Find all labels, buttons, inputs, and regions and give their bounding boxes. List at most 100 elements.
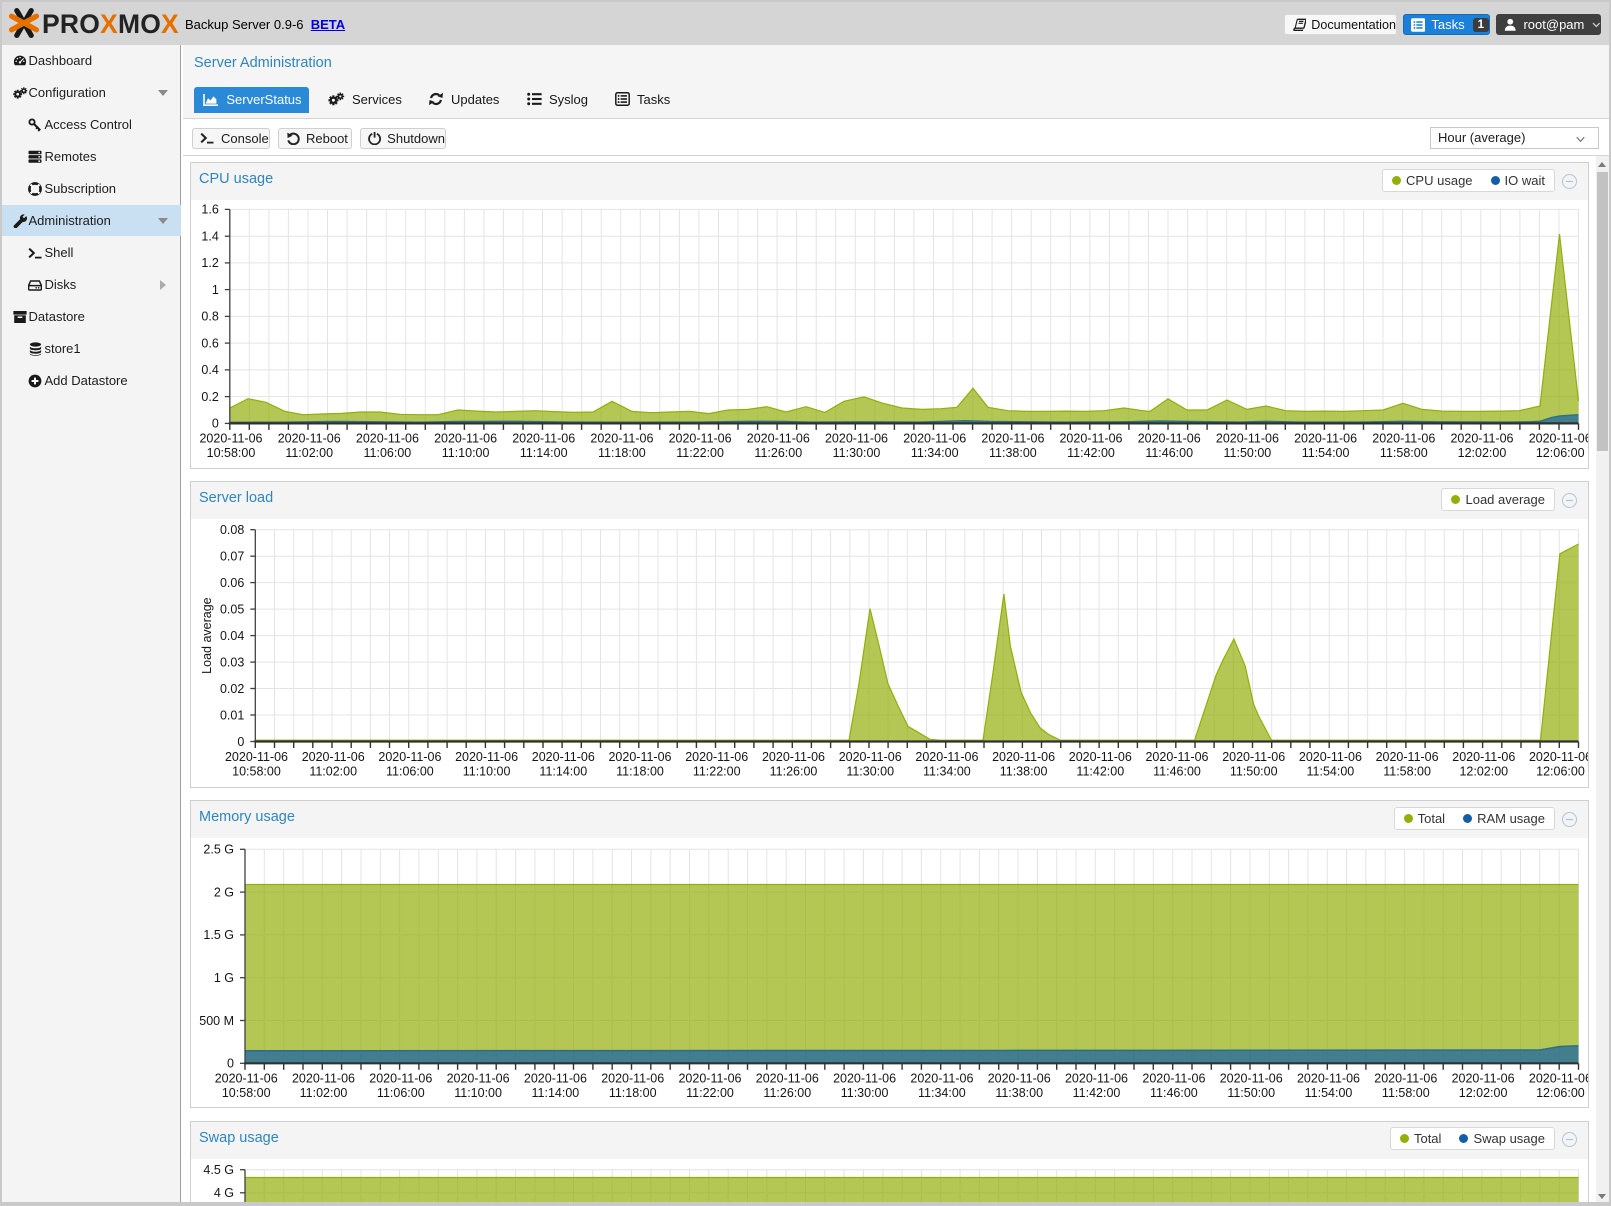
svg-text:11:02:00: 11:02:00 bbox=[300, 1086, 348, 1100]
svg-text:0.04: 0.04 bbox=[220, 629, 244, 643]
svg-text:11:18:00: 11:18:00 bbox=[616, 764, 664, 778]
svg-text:2020-11-06: 2020-11-06 bbox=[455, 750, 518, 764]
svg-text:11:46:00: 11:46:00 bbox=[1153, 764, 1201, 778]
svg-text:10:58:00: 10:58:00 bbox=[207, 446, 256, 460]
svg-text:11:54:00: 11:54:00 bbox=[1307, 764, 1355, 778]
svg-text:11:58:00: 11:58:00 bbox=[1382, 1086, 1430, 1100]
svg-text:10:58:00: 10:58:00 bbox=[232, 764, 281, 778]
svg-text:2020-11-06: 2020-11-06 bbox=[302, 750, 365, 764]
svg-text:11:30:00: 11:30:00 bbox=[846, 764, 894, 778]
svg-text:11:26:00: 11:26:00 bbox=[754, 446, 802, 460]
svg-text:2020-11-06: 2020-11-06 bbox=[532, 750, 595, 764]
svg-text:2020-11-06: 2020-11-06 bbox=[1138, 432, 1201, 446]
svg-text:12:06:00: 12:06:00 bbox=[1536, 1086, 1585, 1100]
svg-text:2020-11-06: 2020-11-06 bbox=[1216, 432, 1279, 446]
svg-text:2.5 G: 2.5 G bbox=[203, 843, 234, 857]
svg-text:2020-11-06: 2020-11-06 bbox=[833, 1072, 896, 1086]
svg-text:4 G: 4 G bbox=[214, 1186, 234, 1200]
svg-text:2020-11-06: 2020-11-06 bbox=[1529, 432, 1588, 446]
svg-text:2020-11-06: 2020-11-06 bbox=[903, 432, 966, 446]
svg-text:2020-11-06: 2020-11-06 bbox=[915, 750, 978, 764]
svg-text:11:34:00: 11:34:00 bbox=[911, 446, 959, 460]
svg-text:2020-11-06: 2020-11-06 bbox=[1372, 432, 1435, 446]
svg-text:2020-11-06: 2020-11-06 bbox=[1142, 1072, 1205, 1086]
svg-text:11:02:00: 11:02:00 bbox=[285, 446, 333, 460]
svg-text:11:46:00: 11:46:00 bbox=[1145, 446, 1193, 460]
svg-text:12:06:00: 12:06:00 bbox=[1536, 764, 1585, 778]
svg-text:11:14:00: 11:14:00 bbox=[532, 1086, 580, 1100]
svg-text:2020-11-06: 2020-11-06 bbox=[292, 1072, 355, 1086]
svg-text:4.5 G: 4.5 G bbox=[203, 1163, 234, 1177]
svg-text:11:10:00: 11:10:00 bbox=[463, 764, 511, 778]
svg-text:1.5 G: 1.5 G bbox=[203, 928, 234, 942]
svg-text:11:58:00: 11:58:00 bbox=[1383, 764, 1431, 778]
svg-text:12:02:00: 12:02:00 bbox=[1458, 446, 1507, 460]
svg-text:0: 0 bbox=[212, 417, 219, 431]
svg-text:2020-11-06: 2020-11-06 bbox=[225, 750, 288, 764]
svg-text:2020-11-06: 2020-11-06 bbox=[369, 1072, 432, 1086]
svg-text:11:38:00: 11:38:00 bbox=[995, 1086, 1043, 1100]
svg-text:2020-11-06: 2020-11-06 bbox=[1222, 750, 1285, 764]
svg-text:2020-11-06: 2020-11-06 bbox=[1297, 1072, 1360, 1086]
svg-text:2020-11-06: 2020-11-06 bbox=[1299, 750, 1362, 764]
svg-text:0.08: 0.08 bbox=[220, 523, 244, 537]
svg-text:11:26:00: 11:26:00 bbox=[763, 1086, 811, 1100]
svg-text:0.02: 0.02 bbox=[220, 682, 244, 696]
svg-text:2020-11-06: 2020-11-06 bbox=[1376, 750, 1439, 764]
svg-text:11:30:00: 11:30:00 bbox=[841, 1086, 889, 1100]
svg-text:2020-11-06: 2020-11-06 bbox=[608, 750, 671, 764]
svg-text:0: 0 bbox=[237, 735, 244, 749]
svg-text:2020-11-06: 2020-11-06 bbox=[1065, 1072, 1128, 1086]
svg-text:2020-11-06: 2020-11-06 bbox=[992, 750, 1055, 764]
svg-text:11:50:00: 11:50:00 bbox=[1230, 764, 1278, 778]
svg-text:11:06:00: 11:06:00 bbox=[364, 446, 412, 460]
svg-text:2020-11-06: 2020-11-06 bbox=[988, 1072, 1051, 1086]
svg-text:0.4: 0.4 bbox=[201, 363, 218, 377]
svg-text:2020-11-06: 2020-11-06 bbox=[762, 750, 825, 764]
svg-text:11:54:00: 11:54:00 bbox=[1305, 1086, 1353, 1100]
svg-text:2020-11-06: 2020-11-06 bbox=[1450, 432, 1513, 446]
svg-text:11:50:00: 11:50:00 bbox=[1224, 446, 1272, 460]
svg-text:11:42:00: 11:42:00 bbox=[1076, 764, 1124, 778]
svg-text:12:02:00: 12:02:00 bbox=[1459, 764, 1508, 778]
svg-text:2020-11-06: 2020-11-06 bbox=[447, 1072, 510, 1086]
svg-text:0.2: 0.2 bbox=[201, 390, 218, 404]
svg-text:2020-11-06: 2020-11-06 bbox=[1059, 432, 1122, 446]
svg-text:2020-11-06: 2020-11-06 bbox=[678, 1072, 741, 1086]
svg-text:2020-11-06: 2020-11-06 bbox=[669, 432, 732, 446]
svg-text:0.03: 0.03 bbox=[220, 655, 244, 669]
svg-text:2020-11-06: 2020-11-06 bbox=[1220, 1072, 1283, 1086]
svg-text:2020-11-06: 2020-11-06 bbox=[825, 432, 888, 446]
svg-text:2020-11-06: 2020-11-06 bbox=[910, 1072, 973, 1086]
svg-text:0.8: 0.8 bbox=[201, 310, 218, 324]
svg-text:11:18:00: 11:18:00 bbox=[598, 446, 646, 460]
svg-text:0.06: 0.06 bbox=[220, 576, 244, 590]
svg-text:11:46:00: 11:46:00 bbox=[1150, 1086, 1198, 1100]
svg-text:2020-11-06: 2020-11-06 bbox=[434, 432, 497, 446]
svg-text:11:18:00: 11:18:00 bbox=[609, 1086, 657, 1100]
svg-text:2020-11-06: 2020-11-06 bbox=[199, 432, 262, 446]
svg-text:2020-11-06: 2020-11-06 bbox=[512, 432, 575, 446]
svg-text:11:02:00: 11:02:00 bbox=[309, 764, 357, 778]
svg-text:2020-11-06: 2020-11-06 bbox=[1294, 432, 1357, 446]
svg-text:0: 0 bbox=[227, 1057, 234, 1071]
svg-text:11:54:00: 11:54:00 bbox=[1302, 446, 1350, 460]
svg-text:2020-11-06: 2020-11-06 bbox=[1452, 750, 1515, 764]
svg-text:500 M: 500 M bbox=[199, 1014, 234, 1028]
svg-text:1: 1 bbox=[212, 283, 219, 297]
svg-text:11:42:00: 11:42:00 bbox=[1067, 446, 1115, 460]
svg-text:10:58:00: 10:58:00 bbox=[222, 1086, 271, 1100]
svg-text:2020-11-06: 2020-11-06 bbox=[1529, 750, 1588, 764]
svg-text:2020-11-06: 2020-11-06 bbox=[981, 432, 1044, 446]
svg-text:11:06:00: 11:06:00 bbox=[377, 1086, 425, 1100]
svg-text:2020-11-06: 2020-11-06 bbox=[747, 432, 810, 446]
svg-text:2020-11-06: 2020-11-06 bbox=[1069, 750, 1132, 764]
svg-text:11:22:00: 11:22:00 bbox=[693, 764, 741, 778]
svg-text:12:06:00: 12:06:00 bbox=[1536, 446, 1585, 460]
svg-text:11:14:00: 11:14:00 bbox=[539, 764, 587, 778]
svg-text:11:50:00: 11:50:00 bbox=[1227, 1086, 1275, 1100]
svg-text:1.2: 1.2 bbox=[201, 256, 218, 270]
svg-text:11:30:00: 11:30:00 bbox=[833, 446, 881, 460]
svg-text:2020-11-06: 2020-11-06 bbox=[278, 432, 341, 446]
svg-text:11:26:00: 11:26:00 bbox=[770, 764, 818, 778]
